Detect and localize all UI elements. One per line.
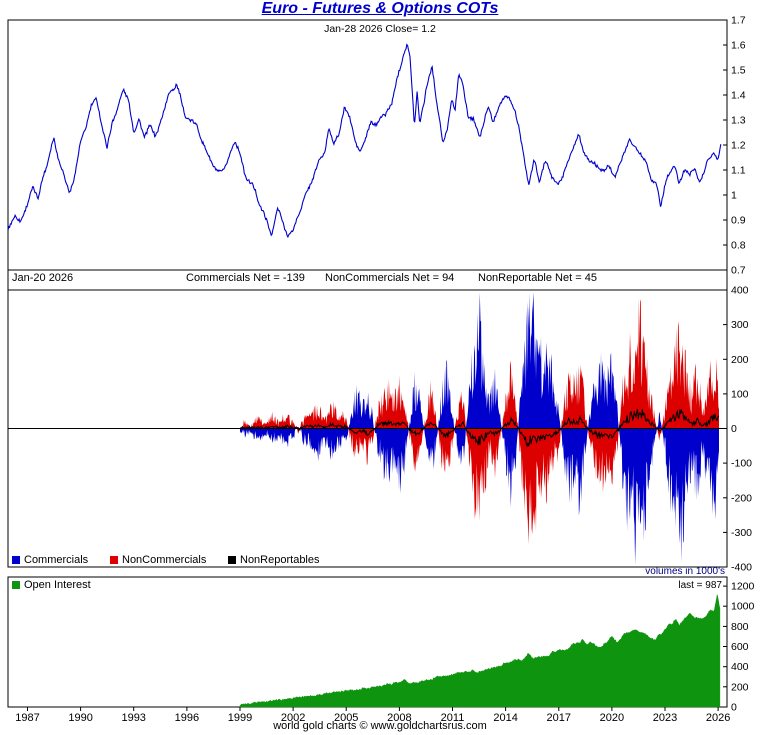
open-interest-swatch-icon xyxy=(12,581,20,589)
cot-axis-label: 100 xyxy=(731,388,749,400)
legend-noncommercials-label: NonCommercials xyxy=(122,554,207,566)
source-attribution: world gold charts © www.goldchartsrus.co… xyxy=(273,720,487,732)
oi-axis-label: 1200 xyxy=(731,581,755,593)
price-axis-label: 1.2 xyxy=(731,140,746,152)
price-axis-label: 1.3 xyxy=(731,115,746,127)
cot-axis-label: -200 xyxy=(731,492,752,504)
x-axis-label: 2020 xyxy=(600,712,624,724)
x-axis-label: 2023 xyxy=(653,712,677,724)
oi-axis-label: 200 xyxy=(731,681,749,693)
oi-axis-label: 800 xyxy=(731,621,749,633)
nonreportables-swatch-icon xyxy=(228,556,236,564)
open-interest-last-value: last = 987 xyxy=(678,580,722,591)
price-line xyxy=(7,43,722,239)
open-interest-area xyxy=(239,594,721,708)
cot-axis-label: -300 xyxy=(731,527,752,539)
commercials-net-stat: Commercials Net = -139 xyxy=(186,272,305,284)
legend-commercials: Commercials xyxy=(12,554,88,566)
commercials-swatch-icon xyxy=(12,556,20,564)
x-axis-label: 1990 xyxy=(68,712,92,724)
cot-axis-label: 400 xyxy=(731,285,749,297)
price-axis-label: 1.5 xyxy=(731,65,746,77)
x-axis-label: 2017 xyxy=(547,712,571,724)
nonreportable-net-stat: NonReportable Net = 45 xyxy=(478,272,597,284)
cot-report-date: Jan-20 2026 xyxy=(12,272,74,284)
x-axis-label: 2002 xyxy=(281,712,305,724)
oi-axis-label: 1000 xyxy=(731,601,755,613)
chart-title: Euro - Futures & Options COTs xyxy=(261,0,499,17)
legend-open-interest-label: Open Interest xyxy=(24,579,91,591)
x-axis-label: 2026 xyxy=(706,712,730,724)
cot-axis-label: 200 xyxy=(731,354,749,366)
cot-axis-label: -400 xyxy=(731,562,752,574)
price-axis-label: 1.7 xyxy=(731,15,746,27)
volumes-units-note: volumes in 1000's xyxy=(645,566,725,577)
noncommercials-series xyxy=(240,298,719,545)
x-axis-label: 2008 xyxy=(387,712,411,724)
oi-axis-label: 600 xyxy=(731,641,749,653)
cot-axis-label: -100 xyxy=(731,458,752,470)
price-axis-label: 1.4 xyxy=(731,90,746,102)
price-axis-label: 1.6 xyxy=(731,40,746,52)
price-axis-label: 0.7 xyxy=(731,265,746,277)
price-axis-label: 0.9 xyxy=(731,215,746,227)
price-axis-label: 1.1 xyxy=(731,165,746,177)
nonreportables-series xyxy=(239,408,720,448)
noncommercials-net-stat: NonCommercials Net = 94 xyxy=(325,272,455,284)
legend-open-interest: Open Interest xyxy=(12,579,91,591)
cot-axis-label: 0 xyxy=(731,423,737,435)
price-axis-label: 1 xyxy=(731,190,737,202)
panel-price-border xyxy=(7,19,728,271)
x-axis-label: 2014 xyxy=(493,712,517,724)
oi-axis-label: 0 xyxy=(731,702,737,714)
legend-commercials-label: Commercials xyxy=(24,554,89,566)
oi-axis-label: 400 xyxy=(731,661,749,673)
legend-nonreportables: NonReportables xyxy=(228,554,320,566)
x-axis-label: 2011 xyxy=(441,712,465,724)
price-close-annotation: Jan-28 2026 Close= 1.2 xyxy=(324,23,436,35)
noncommercials-swatch-icon xyxy=(110,556,118,564)
cot-axis-label: 300 xyxy=(731,319,749,331)
price-axis-label: 0.8 xyxy=(731,240,746,252)
x-axis-label: 2005 xyxy=(334,712,358,724)
legend-noncommercials: NonCommercials xyxy=(110,554,206,566)
x-axis-label: 1996 xyxy=(175,712,199,724)
x-axis-label: 1993 xyxy=(121,712,145,724)
x-axis-label: 1999 xyxy=(228,712,252,724)
x-axis-label: 1987 xyxy=(15,712,39,724)
legend-nonreportables-label: NonReportables xyxy=(240,554,320,566)
